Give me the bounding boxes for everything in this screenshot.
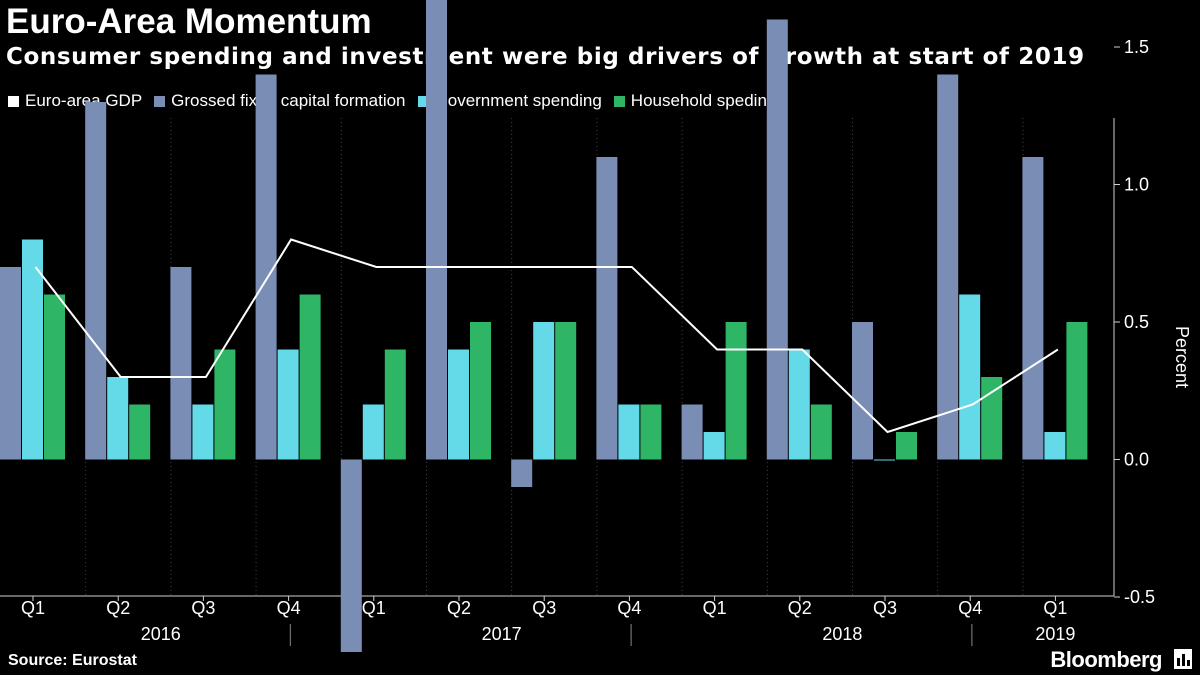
y-tick-label-1: 0.0 xyxy=(1124,450,1149,470)
bar-government-2 xyxy=(192,404,214,460)
x-tick-label-12: Q1 xyxy=(1043,598,1067,618)
legend-swatch-investment xyxy=(154,95,166,107)
bar-government-1 xyxy=(107,377,129,460)
bar-investment-12 xyxy=(1022,157,1044,460)
bar-investment-4 xyxy=(340,459,362,652)
x-tick-label-8: Q1 xyxy=(703,598,727,618)
bar-household-3 xyxy=(299,294,321,460)
legend-swatch-government xyxy=(417,95,429,107)
legend-label-investment: Grossed fixed capital formation xyxy=(171,91,406,110)
bar-government-11 xyxy=(959,294,981,460)
bar-household-12 xyxy=(1066,322,1088,460)
bar-investment-5 xyxy=(426,0,447,460)
bar-investment-9 xyxy=(766,19,788,460)
year-label-2019: 2019 xyxy=(1035,624,1075,644)
legend-item-gdp: Euro-area GDP xyxy=(8,91,142,111)
bar-government-10 xyxy=(874,459,895,461)
bar-household-9 xyxy=(810,404,832,460)
legend-swatch-gdp xyxy=(8,95,19,107)
chart-title: Euro-Area Momentum xyxy=(6,2,372,41)
bar-household-1 xyxy=(129,404,151,460)
bar-government-5 xyxy=(448,349,469,460)
bar-government-12 xyxy=(1044,432,1066,460)
bar-household-4 xyxy=(384,349,406,460)
bar-investment-1 xyxy=(85,102,107,460)
bar-household-10 xyxy=(896,432,917,460)
bar-investment-11 xyxy=(937,74,959,460)
terminal-badge-icon xyxy=(1174,649,1192,669)
bar-investment-8 xyxy=(681,404,703,460)
year-label-2017: 2017 xyxy=(482,624,522,644)
y-axis-title: Percent xyxy=(1172,326,1192,388)
bar-investment-2 xyxy=(170,267,192,460)
x-tick-label-10: Q3 xyxy=(873,598,897,618)
bar-investment-10 xyxy=(852,322,873,460)
legend-label-gdp: Euro-area GDP xyxy=(25,91,143,110)
bar-investment-6 xyxy=(511,459,533,487)
legend-item-household: Household speding xyxy=(613,91,777,111)
bar-government-3 xyxy=(277,349,299,460)
y-tick-label-2: 0.5 xyxy=(1124,312,1149,332)
bar-investment-3 xyxy=(255,74,277,460)
bar-household-0 xyxy=(44,294,65,460)
legend-label-household: Household speding xyxy=(630,91,777,110)
legend-label-government: Government spending xyxy=(434,91,602,110)
x-tick-label-0: Q1 xyxy=(21,598,45,618)
bar-government-0 xyxy=(22,239,43,460)
bar-government-7 xyxy=(618,404,640,460)
legend-item-investment: Grossed fixed capital formation xyxy=(154,91,406,111)
x-tick-label-2: Q3 xyxy=(191,598,215,618)
bar-household-6 xyxy=(555,322,577,460)
legend-swatch-household xyxy=(613,95,625,107)
bar-household-7 xyxy=(640,404,662,460)
bar-household-5 xyxy=(470,322,491,460)
x-tick-label-5: Q2 xyxy=(447,598,471,618)
year-label-2018: 2018 xyxy=(822,624,862,644)
chart-subtitle: Consumer spending and investment were bi… xyxy=(6,44,1085,70)
bar-government-9 xyxy=(788,349,810,460)
bar-government-4 xyxy=(362,404,384,460)
y-tick-label-0: -0.5 xyxy=(1124,587,1155,607)
bar-household-8 xyxy=(725,322,747,460)
y-tick-label-4: 1.5 xyxy=(1124,37,1149,57)
bar-government-8 xyxy=(703,432,725,460)
year-label-2016: 2016 xyxy=(141,624,181,644)
x-tick-label-4: Q1 xyxy=(362,598,386,618)
bar-household-2 xyxy=(214,349,236,460)
x-tick-label-9: Q2 xyxy=(788,598,812,618)
bar-investment-0 xyxy=(0,267,21,460)
bar-investment-7 xyxy=(596,157,618,460)
x-tick-label-6: Q3 xyxy=(532,598,556,618)
bar-government-6 xyxy=(533,322,555,460)
x-tick-label-1: Q2 xyxy=(106,598,130,618)
bar-household-11 xyxy=(981,377,1003,460)
legend: Euro-area GDP Grossed fixed capital form… xyxy=(8,90,788,112)
x-tick-label-7: Q4 xyxy=(617,598,641,618)
legend-item-government: Government spending xyxy=(417,91,602,111)
y-tick-label-3: 1.0 xyxy=(1124,175,1149,195)
bloomberg-logo: Bloomberg xyxy=(1050,647,1162,672)
x-tick-label-3: Q4 xyxy=(277,598,301,618)
x-tick-label-11: Q4 xyxy=(958,598,982,618)
source-note: Source: Eurostat xyxy=(8,652,137,669)
